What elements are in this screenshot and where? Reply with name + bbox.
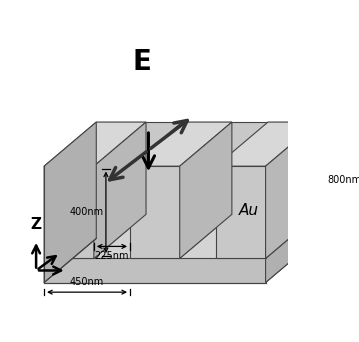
- Polygon shape: [44, 214, 318, 259]
- Polygon shape: [266, 122, 318, 259]
- Polygon shape: [180, 122, 232, 259]
- Polygon shape: [130, 122, 232, 166]
- Polygon shape: [44, 166, 94, 259]
- Polygon shape: [216, 122, 318, 166]
- Polygon shape: [44, 122, 146, 166]
- Text: 450nm: 450nm: [70, 277, 104, 287]
- Polygon shape: [180, 214, 268, 259]
- Text: Z: Z: [31, 217, 42, 232]
- Polygon shape: [130, 166, 180, 259]
- Polygon shape: [94, 214, 182, 259]
- Text: X: X: [69, 265, 80, 280]
- Polygon shape: [266, 122, 318, 282]
- Text: 400nm: 400nm: [69, 207, 103, 217]
- Polygon shape: [94, 122, 146, 259]
- Polygon shape: [44, 122, 96, 282]
- Text: 225nm: 225nm: [94, 251, 129, 261]
- Text: Au: Au: [239, 203, 259, 218]
- Polygon shape: [266, 214, 318, 282]
- Polygon shape: [216, 166, 266, 259]
- Polygon shape: [44, 259, 266, 282]
- Text: Y: Y: [62, 235, 74, 250]
- Text: 800nm: 800nm: [327, 175, 359, 185]
- Text: E: E: [132, 48, 151, 76]
- Polygon shape: [96, 122, 318, 214]
